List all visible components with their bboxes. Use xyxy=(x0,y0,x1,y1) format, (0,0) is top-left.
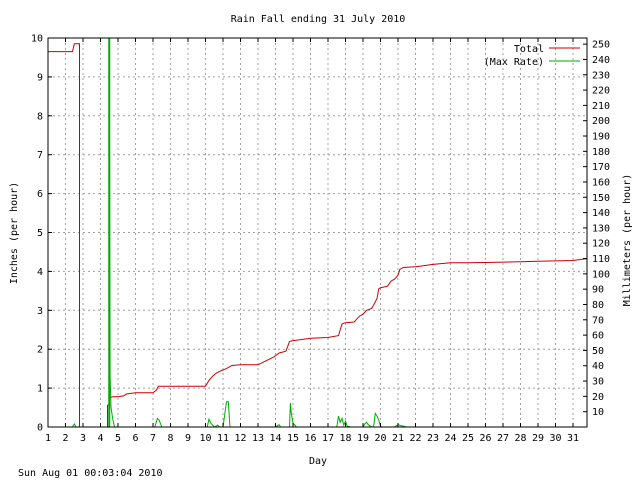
y2-tick-label: 90 xyxy=(592,285,604,296)
y2-tick-label: 110 xyxy=(592,254,610,265)
y2-tick-label: 140 xyxy=(592,208,610,219)
y-tick-label: 7 xyxy=(37,150,43,161)
y2-tick-label: 30 xyxy=(592,377,604,388)
total-series-line xyxy=(48,43,588,428)
y-axis-label: Inches (per hour) xyxy=(9,182,20,284)
y2-tick-label: 40 xyxy=(592,361,604,372)
x-tick-label: 18 xyxy=(339,433,351,444)
grid-lines xyxy=(48,38,587,427)
y2-tick-label: 180 xyxy=(592,147,610,158)
x-tick-label: 20 xyxy=(374,433,386,444)
x-tick-label: 10 xyxy=(199,433,211,444)
y2-tick-label: 70 xyxy=(592,315,604,326)
x-tick-label: 28 xyxy=(514,433,526,444)
y-tick-label: 8 xyxy=(37,111,43,122)
x-tick-label: 25 xyxy=(462,433,474,444)
y-tick-label: 10 xyxy=(31,34,43,45)
x-tick-label: 13 xyxy=(252,433,264,444)
y2-tick-label: 100 xyxy=(592,269,610,280)
y2-tick-label: 80 xyxy=(592,300,604,311)
x-tick-label: 3 xyxy=(80,433,86,444)
x-tick-label: 31 xyxy=(567,433,579,444)
x-tick-label: 15 xyxy=(287,433,299,444)
legend: Total (Max Rate) xyxy=(484,44,580,68)
x-tick-label: 17 xyxy=(322,433,334,444)
y2-axis-label: Millimeters (per hour) xyxy=(622,174,633,306)
y-tick-label: 3 xyxy=(37,306,43,317)
x-tick-label: 26 xyxy=(479,433,491,444)
legend-label-max-rate: (Max Rate) xyxy=(484,57,544,68)
y2-tick-label: 150 xyxy=(592,193,610,204)
y-tick-label: 4 xyxy=(37,267,43,278)
x-tick-label: 30 xyxy=(549,433,561,444)
y-tick-label: 1 xyxy=(37,384,43,395)
x-tick-label: 9 xyxy=(185,433,191,444)
y2-tick-label: 170 xyxy=(592,162,610,173)
x-tick-label: 7 xyxy=(150,433,156,444)
x-tick-label: 8 xyxy=(167,433,173,444)
y2-tick-label: 50 xyxy=(592,346,604,357)
y2-tick-label: 210 xyxy=(592,101,610,112)
x-tick-label: 11 xyxy=(217,433,229,444)
x-tick-label: 14 xyxy=(269,433,281,444)
y-tick-label: 2 xyxy=(37,345,43,356)
axis-ticks: 1 2 3 4 5 6 7 8 9 10 11 12 13 14 15 16 17 18 19 20 21 22 23 24 2… xyxy=(31,34,610,445)
y2-tick-label: 20 xyxy=(592,392,604,403)
y-tick-label: 5 xyxy=(37,228,43,239)
x-tick-label: 21 xyxy=(392,433,404,444)
x-tick-label: 5 xyxy=(115,433,121,444)
x-tick-label: 6 xyxy=(132,433,138,444)
legend-label-total: Total xyxy=(514,44,544,55)
y2-tick-label: 230 xyxy=(592,70,610,81)
y2-tick-label: 60 xyxy=(592,331,604,342)
y2-tick-label: 240 xyxy=(592,55,610,66)
x-tick-label: 22 xyxy=(409,433,421,444)
y2-tick-label: 220 xyxy=(592,86,610,97)
x-axis-label: Day xyxy=(309,456,327,467)
y2-tick-label: 120 xyxy=(592,239,610,250)
footer-timestamp: Sun Aug 01 00:03:04 2010 xyxy=(18,468,163,479)
y2-tick-label: 160 xyxy=(592,177,610,188)
y-tick-label: 6 xyxy=(37,189,43,200)
y-tick-label: 9 xyxy=(37,72,43,83)
x-tick-label: 12 xyxy=(234,433,246,444)
x-tick-label: 27 xyxy=(497,433,509,444)
x-tick-label: 16 xyxy=(304,433,316,444)
x-tick-label: 29 xyxy=(532,433,544,444)
x-tick-label: 24 xyxy=(444,433,456,444)
x-tick-label: 1 xyxy=(45,433,51,444)
x-tick-label: 19 xyxy=(357,433,369,444)
y2-tick-label: 250 xyxy=(592,40,610,51)
x-tick-label: 4 xyxy=(97,433,103,444)
y2-tick-label: 190 xyxy=(592,132,610,143)
y2-tick-label: 130 xyxy=(592,223,610,234)
y2-tick-label: 10 xyxy=(592,407,604,418)
chart-title: Rain Fall ending 31 July 2010 xyxy=(231,14,406,25)
y-tick-label: 0 xyxy=(37,423,43,434)
x-tick-label: 2 xyxy=(62,433,68,444)
x-tick-label: 23 xyxy=(427,433,439,444)
y2-tick-label: 200 xyxy=(592,116,610,127)
